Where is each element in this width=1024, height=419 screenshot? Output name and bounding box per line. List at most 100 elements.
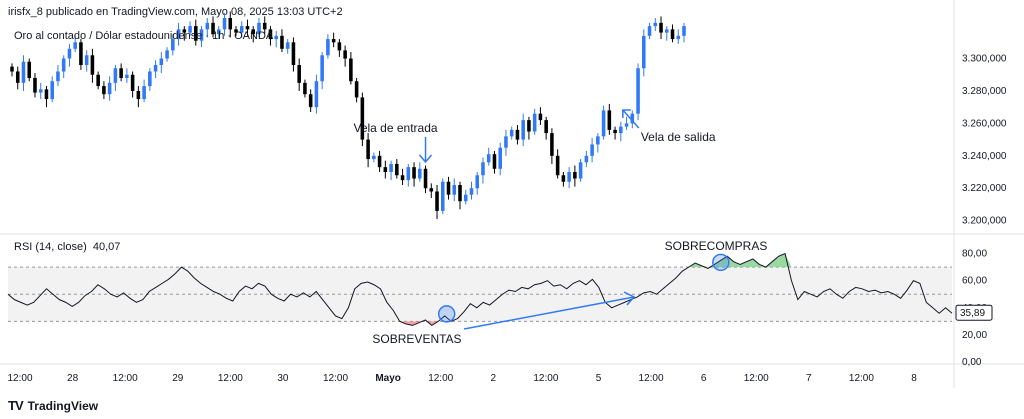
candle-body xyxy=(601,110,606,137)
overbought-fill xyxy=(778,253,786,268)
candle-body xyxy=(125,74,129,78)
candle-body xyxy=(303,82,307,95)
candle-body xyxy=(659,22,663,33)
candle-body xyxy=(423,168,428,189)
candle-body xyxy=(234,29,238,33)
candle-body xyxy=(38,89,43,93)
price-axis-tick: 3.300,000 xyxy=(962,54,1007,65)
candle-body xyxy=(343,50,347,59)
price-axis-tick: 3.280,000 xyxy=(962,86,1007,97)
candle-body xyxy=(50,81,54,100)
candle-body xyxy=(331,39,336,43)
candle-body xyxy=(642,35,646,69)
candle-body xyxy=(159,58,164,66)
candle-body xyxy=(544,120,548,134)
candle-body xyxy=(33,77,37,93)
candle-body xyxy=(176,29,181,40)
overbought-fill xyxy=(785,253,792,268)
candle-body xyxy=(429,188,434,192)
time-axis-tick: 12:00 xyxy=(218,373,243,384)
rsi-legend[interactable]: RSI (14, close) 40,07 xyxy=(14,241,120,253)
overbought-fill xyxy=(752,258,760,268)
candle-body xyxy=(584,155,589,163)
candle-body xyxy=(440,181,445,211)
rsi-trend-arrow xyxy=(463,291,636,330)
candle-body xyxy=(21,61,26,83)
candle-body xyxy=(119,68,123,78)
overbought-fill xyxy=(772,256,779,268)
candle-body xyxy=(395,163,399,176)
candle-body xyxy=(504,136,508,148)
oversold-fill xyxy=(406,321,413,326)
candle-body xyxy=(481,162,485,176)
candle-body xyxy=(171,39,175,51)
candle-body xyxy=(130,74,135,91)
time-axis-tick: 5 xyxy=(596,373,602,384)
entry-arrow xyxy=(418,137,433,164)
candle-body xyxy=(664,29,669,33)
candle-body xyxy=(79,42,83,66)
publish-header: irisfx_8 publicado en TradingView.com, M… xyxy=(8,6,343,18)
time-axis-tick: 12:00 xyxy=(113,373,138,384)
rsi-axis-tick: 80,00 xyxy=(962,249,987,260)
tradingview-footer[interactable]: TV TradingView xyxy=(8,398,98,413)
price-axis-tick: 3.220,000 xyxy=(962,183,1007,194)
annotation-entry-label: Vela de entrada xyxy=(353,121,437,135)
time-axis-tick: 12:00 xyxy=(323,373,348,384)
tradingview-brand: TradingView xyxy=(27,398,99,413)
candle-body xyxy=(613,129,617,134)
candle-body xyxy=(182,29,187,33)
candle-body xyxy=(188,26,192,33)
rsi-axis-tick: 20,00 xyxy=(962,330,987,341)
symbol-legend[interactable]: Oro al contado / Dólar estadounidense · … xyxy=(14,30,274,42)
candle-body xyxy=(492,154,497,169)
time-axis-tick: 12:00 xyxy=(639,373,664,384)
candle-body xyxy=(222,18,227,30)
candle-body xyxy=(44,89,49,100)
candle-body xyxy=(142,86,146,100)
candle-body xyxy=(636,68,640,114)
candle-body xyxy=(578,162,583,179)
time-axis-tick: 12:00 xyxy=(7,373,32,384)
candle-body xyxy=(452,184,457,195)
candle-body xyxy=(515,129,520,140)
time-axis-tick: Mayo xyxy=(375,373,401,384)
candle-body xyxy=(216,29,221,35)
rsi-current-badge xyxy=(955,304,993,321)
candle-body xyxy=(653,22,658,27)
time-axis-tick: 7 xyxy=(806,373,812,384)
rsi-axis-tick: 60,00 xyxy=(962,276,987,287)
candle-body xyxy=(400,175,405,181)
candle-body xyxy=(670,29,675,40)
candle-body xyxy=(527,120,531,132)
overbought-fill xyxy=(740,261,747,268)
candle-body xyxy=(291,42,296,66)
candle-body xyxy=(199,29,204,41)
candle-body xyxy=(486,154,491,163)
time-axis-tick: 12:00 xyxy=(849,373,874,384)
candle-body xyxy=(555,155,560,176)
candle-body xyxy=(647,26,652,36)
candle-body xyxy=(314,81,319,108)
candle-body xyxy=(211,22,215,35)
candle-body xyxy=(446,181,451,195)
candle-body xyxy=(90,55,95,75)
price-axis-tick: 3.200,000 xyxy=(962,216,1007,227)
candle-body xyxy=(308,94,313,108)
candle-body xyxy=(67,48,72,59)
tradingview-logo-icon: TV xyxy=(8,398,24,413)
candle-body xyxy=(590,144,594,156)
overbought-fill xyxy=(714,260,721,268)
candle-body xyxy=(285,42,290,49)
candle-body xyxy=(550,133,554,156)
price-axis-tick: 3.260,000 xyxy=(962,118,1007,129)
candle-body xyxy=(280,35,284,49)
overbought-fill xyxy=(720,256,728,268)
time-axis-tick: 12:00 xyxy=(533,373,558,384)
candle-body xyxy=(205,22,210,30)
candle-body xyxy=(10,66,14,72)
candle-body xyxy=(251,29,256,35)
candle-body xyxy=(412,167,416,179)
candle-body xyxy=(498,147,502,169)
